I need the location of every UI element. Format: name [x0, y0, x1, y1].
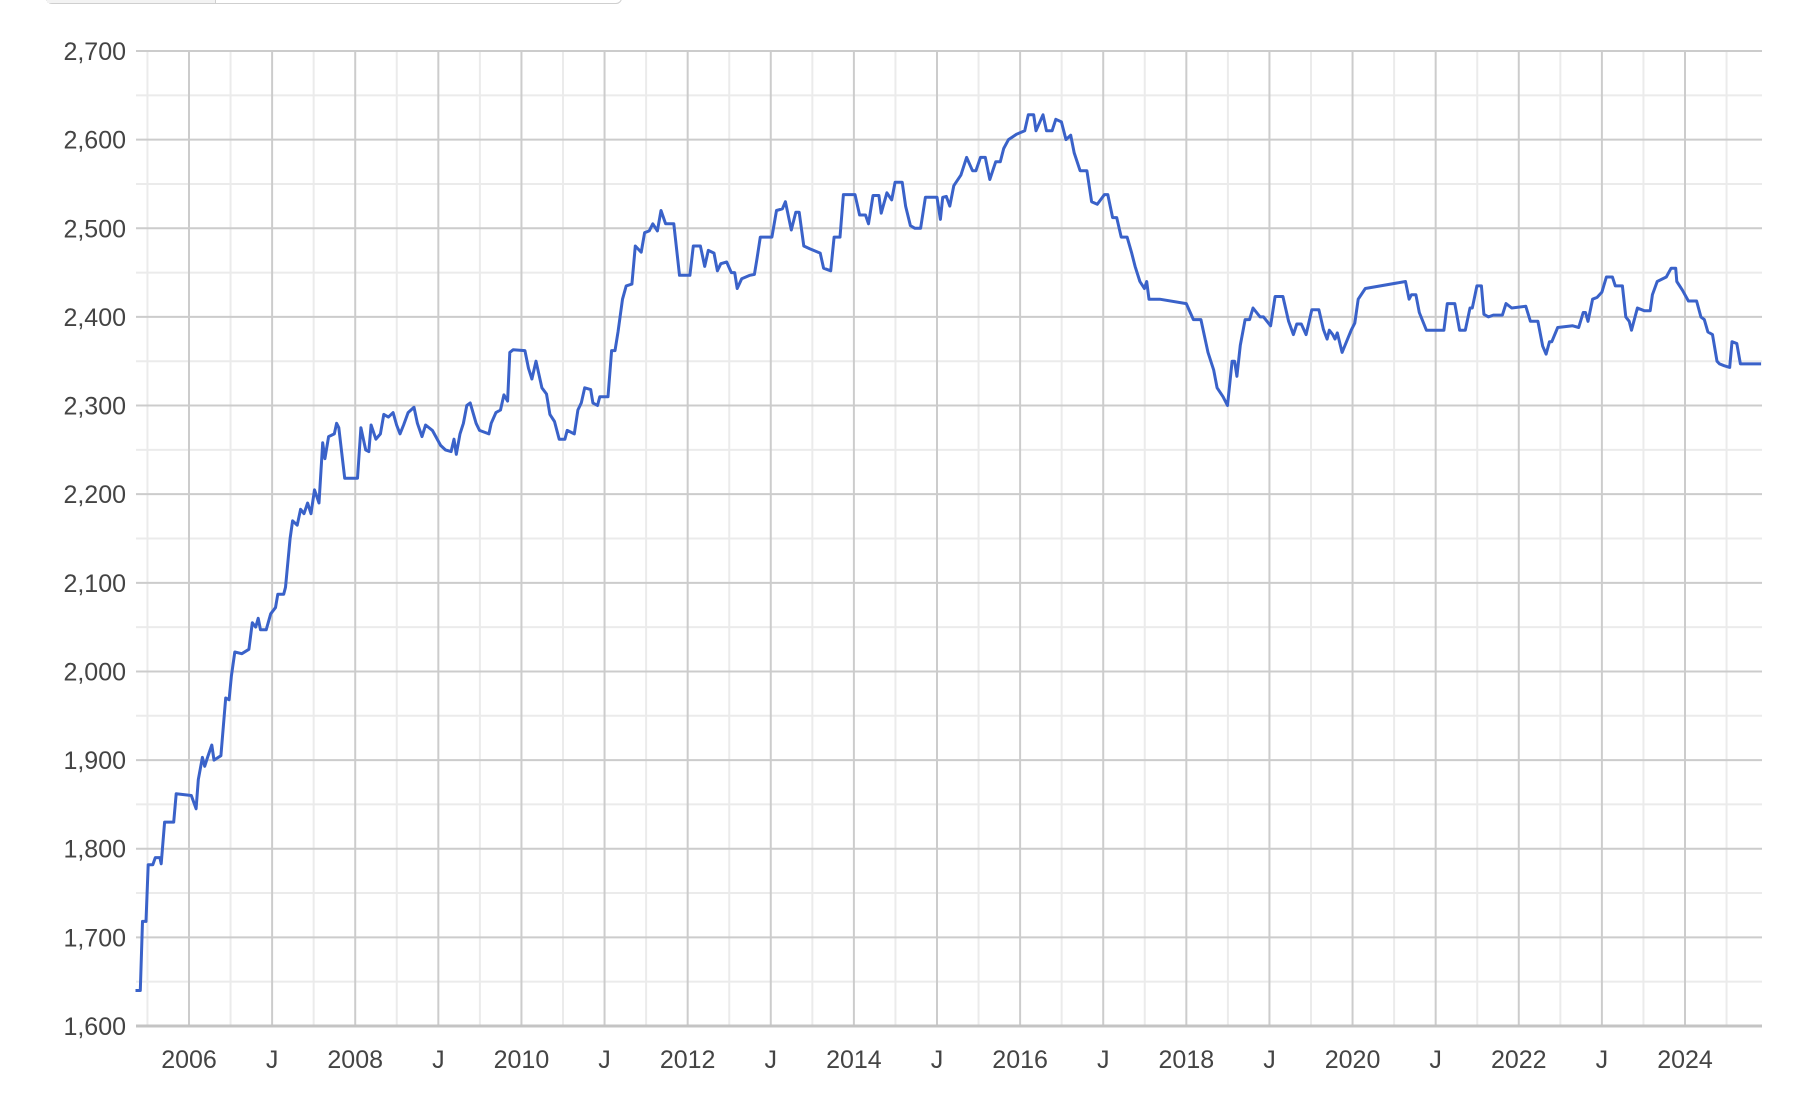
y-tick-label: 1,700 — [63, 924, 126, 952]
x-tick-label: J — [931, 1046, 944, 1074]
x-tick-label: J — [266, 1046, 279, 1074]
y-tick-label: 2,400 — [63, 304, 126, 332]
x-axis: 2006 J 2008 J 2010 J 2012 J 2014 J 2016 J 2018 J 2020 J… — [161, 1046, 1713, 1074]
y-tick-label: 2,000 — [63, 658, 126, 686]
y-tick-label: 2,500 — [63, 215, 126, 243]
x-tick-label: J — [1596, 1046, 1609, 1074]
x-tick-label: J — [598, 1046, 611, 1074]
y-tick-label: 1,900 — [63, 747, 126, 775]
x-tick-label: 2020 — [1325, 1046, 1381, 1074]
x-tick-label: 2006 — [161, 1046, 217, 1074]
x-tick-label: 2018 — [1159, 1046, 1215, 1074]
x-tick-label: 2016 — [992, 1046, 1048, 1074]
y-tick-label: 1,800 — [63, 836, 126, 864]
x-tick-label: 2014 — [826, 1046, 882, 1074]
series-line — [135, 113, 1762, 992]
x-tick-label: 2024 — [1657, 1046, 1713, 1074]
x-tick-label: J — [1097, 1046, 1110, 1074]
x-tick-label: J — [432, 1046, 445, 1074]
x-tick-label: J — [765, 1046, 778, 1074]
x-tick-label: 2008 — [327, 1046, 383, 1074]
x-tick-label: 2010 — [494, 1046, 550, 1074]
y-tick-label: 2,600 — [63, 127, 126, 155]
y-tick-label: 2,200 — [63, 481, 126, 509]
x-tick-label: 2022 — [1491, 1046, 1547, 1074]
x-tick-label: 2012 — [660, 1046, 716, 1074]
y-axis: 1,600 1,700 1,800 1,900 2,000 2,100 2,200 2,300… — [63, 38, 126, 1041]
grid — [136, 50, 1762, 1028]
y-tick-label: 1,600 — [63, 1013, 126, 1041]
y-tick-label: 2,700 — [63, 38, 126, 66]
x-tick-label: J — [1263, 1046, 1276, 1074]
range-button-selected[interactable] — [47, 0, 216, 3]
y-tick-label: 2,300 — [63, 393, 126, 421]
x-tick-label: J — [1429, 1046, 1442, 1074]
y-tick-label: 2,100 — [63, 570, 126, 598]
